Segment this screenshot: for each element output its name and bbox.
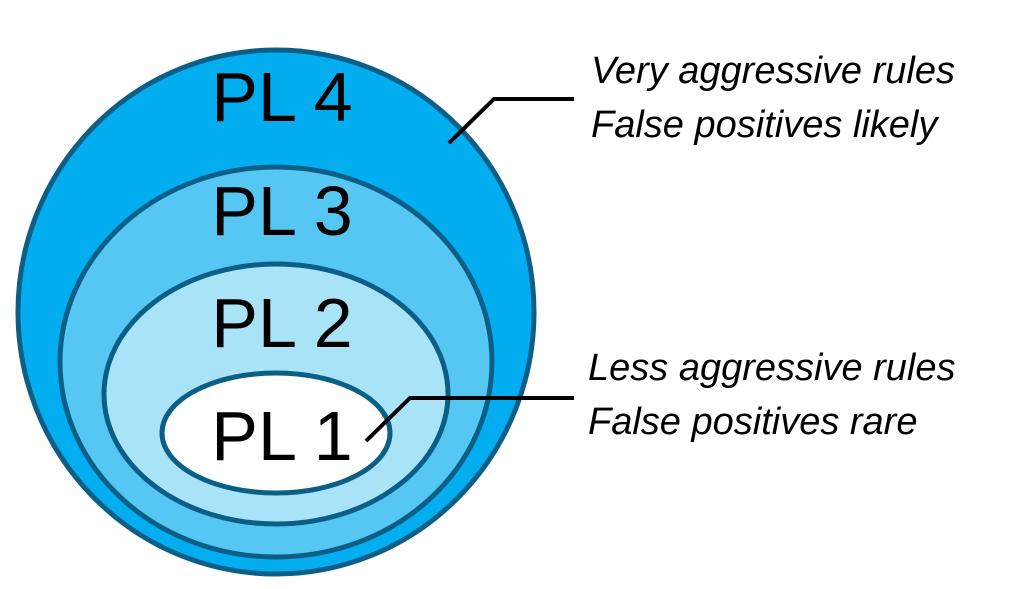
annotation-top-line-2: False positives likely: [591, 104, 939, 146]
ellipse-pl-1: [159, 370, 393, 496]
leader-line-bottom: [364, 396, 574, 443]
label-pl-2: PL 2: [211, 284, 352, 362]
annotation-bottom-line-1: Less aggressive rules: [588, 347, 956, 389]
annotation-top-line-1: Very aggressive rules: [591, 50, 955, 92]
label-pl-1: PL 1: [211, 397, 352, 475]
label-pl-3: PL 3: [211, 172, 352, 250]
annotation-bottom-line-2: False positives rare: [588, 401, 917, 443]
leader-line-top: [447, 97, 574, 145]
label-pl-4: PL 4: [211, 58, 352, 136]
